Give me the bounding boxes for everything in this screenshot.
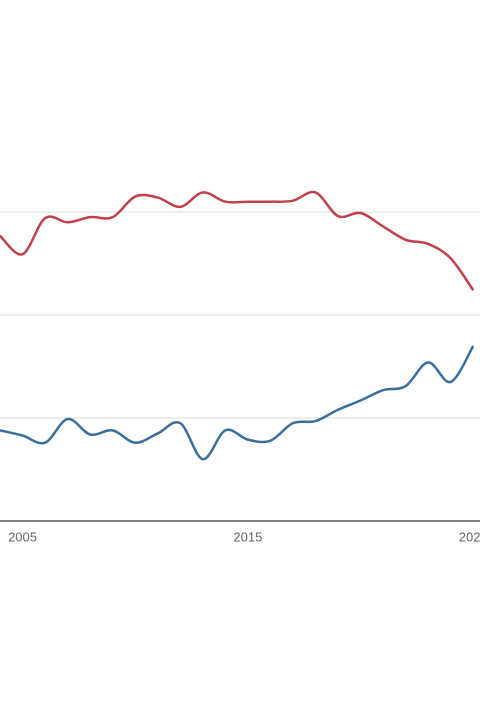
x-tick-label: 2015 [233, 529, 262, 544]
x-tick-label: 2005 [8, 529, 37, 544]
line [0, 190, 475, 292]
line [0, 345, 475, 461]
x-tick-label: 2025 [459, 529, 480, 544]
